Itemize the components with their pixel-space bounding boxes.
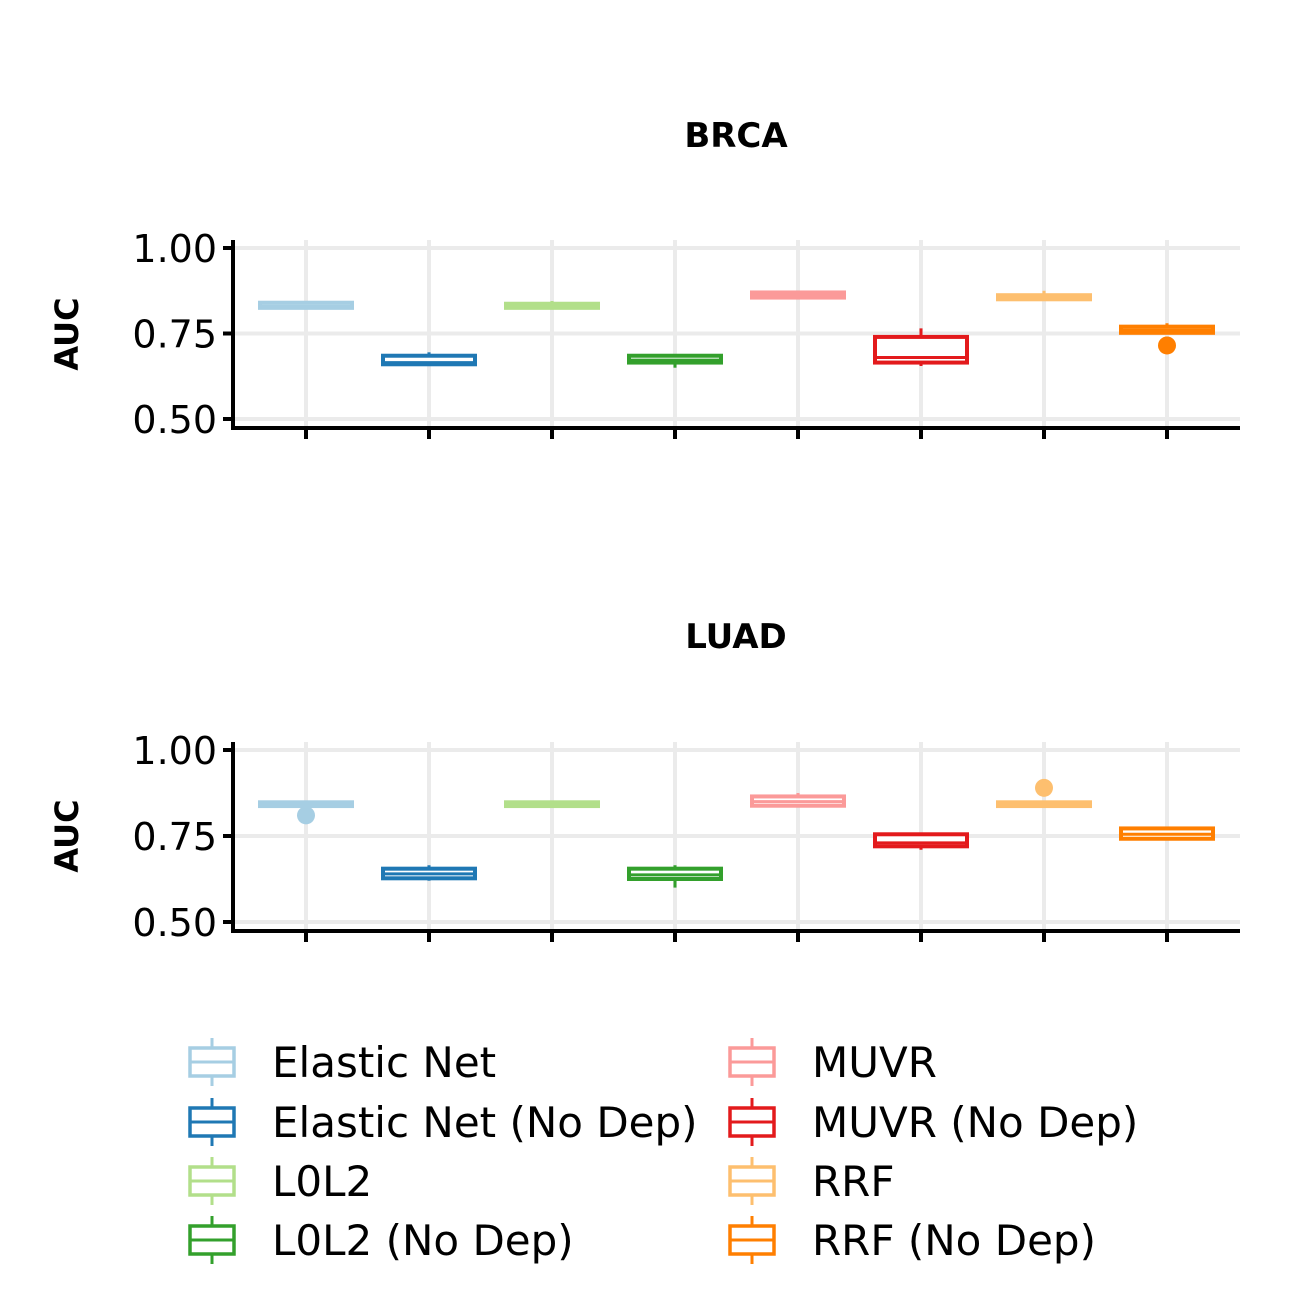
y-tick-label: 0.50 bbox=[132, 901, 217, 945]
legend-key bbox=[728, 1038, 776, 1086]
box-body bbox=[873, 832, 969, 849]
legend-item: MUVR bbox=[728, 1038, 937, 1087]
legend-item: MUVR (No Dep) bbox=[728, 1098, 1138, 1147]
legend-key bbox=[188, 1098, 236, 1146]
legend-item: L0L2 bbox=[188, 1157, 372, 1206]
legend-label: RRF (No Dep) bbox=[812, 1216, 1096, 1265]
box-outlier bbox=[1035, 778, 1053, 797]
box-5 bbox=[750, 793, 846, 808]
legend-item: Elastic Net (No Dep) bbox=[188, 1098, 698, 1147]
legend-label: Elastic Net bbox=[272, 1038, 496, 1087]
box-1 bbox=[258, 800, 354, 825]
y-tick-label: 1.00 bbox=[132, 227, 217, 271]
legend-label: MUVR (No Dep) bbox=[812, 1098, 1138, 1147]
box-4 bbox=[627, 865, 723, 888]
legend: Elastic Net Elastic Net (No Dep) L0L2 L0L2 … bbox=[188, 1038, 1138, 1265]
y-axis-label-luad: AUC bbox=[48, 799, 86, 872]
panel-luad: LUAD AUC 0.50 0.75 1.00 bbox=[48, 617, 1240, 945]
box-6 bbox=[873, 832, 969, 850]
legend-key bbox=[188, 1216, 236, 1264]
legend-key bbox=[728, 1157, 776, 1205]
legend-label: MUVR bbox=[812, 1038, 937, 1087]
box-3 bbox=[504, 301, 600, 310]
panel-title-brca: BRCA bbox=[684, 116, 788, 156]
box-3 bbox=[504, 800, 600, 809]
y-tick-label: 0.50 bbox=[132, 398, 217, 442]
panel-brca: BRCA AUC 0.50 0.75 1.00 bbox=[48, 116, 1240, 442]
box-5 bbox=[750, 290, 846, 300]
legend-item: RRF bbox=[728, 1157, 895, 1206]
box-7 bbox=[996, 778, 1092, 809]
box-7 bbox=[996, 290, 1092, 302]
y-tick-label: 1.00 bbox=[132, 729, 217, 773]
y-axis-label-brca: AUC bbox=[48, 297, 86, 370]
legend-label: L0L2 bbox=[272, 1157, 372, 1206]
box-8 bbox=[1119, 323, 1215, 355]
panel-title-luad: LUAD bbox=[685, 617, 787, 657]
legend-item: L0L2 (No Dep) bbox=[188, 1216, 574, 1265]
legend-key bbox=[728, 1098, 776, 1146]
box-2 bbox=[381, 352, 477, 367]
legend-item: RRF (No Dep) bbox=[728, 1216, 1096, 1265]
legend-label: RRF bbox=[812, 1157, 895, 1206]
box-body bbox=[381, 353, 477, 367]
legend-label: L0L2 (No Dep) bbox=[272, 1216, 574, 1265]
box-6 bbox=[873, 328, 969, 366]
y-tick-label: 0.75 bbox=[132, 815, 217, 859]
legend-key bbox=[728, 1216, 776, 1264]
legend-item: Elastic Net bbox=[188, 1038, 496, 1087]
box-8 bbox=[1119, 826, 1215, 841]
box-2 bbox=[381, 865, 477, 881]
y-tick-label: 0.75 bbox=[132, 313, 217, 357]
box-1 bbox=[258, 300, 354, 310]
legend-label: Elastic Net (No Dep) bbox=[272, 1098, 698, 1147]
legend-key bbox=[188, 1157, 236, 1205]
legend-key bbox=[188, 1038, 236, 1086]
box-4 bbox=[627, 353, 723, 368]
box-outlier bbox=[297, 806, 315, 825]
box-outlier bbox=[1158, 336, 1176, 355]
